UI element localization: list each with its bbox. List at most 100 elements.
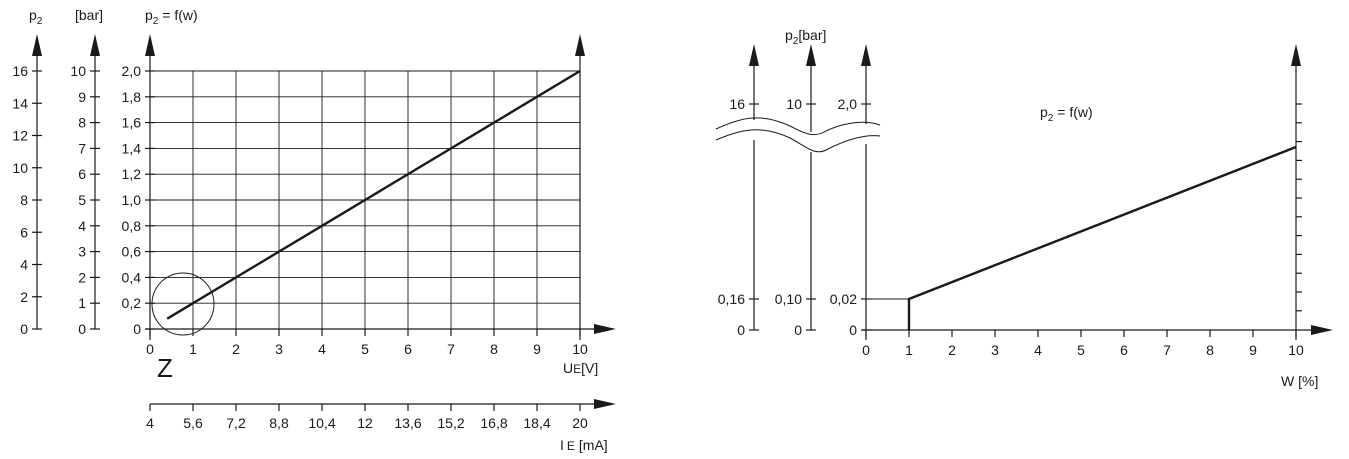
x-tick-label: 0 (146, 341, 154, 357)
x-tick-label: 8 (490, 341, 498, 357)
y-axis-main-arrow (145, 34, 155, 56)
zoom-circle-z (151, 272, 215, 336)
y-tick-label: 2 (78, 269, 86, 285)
axis-break-lower (715, 129, 881, 153)
y-top-tick-label: 2,0 (838, 96, 858, 112)
x-tick-label: 7 (1163, 342, 1171, 358)
x-axis-voltage-arrow (594, 324, 616, 334)
axis-break-upper (715, 117, 881, 136)
x-tick-label: 1 (905, 342, 913, 358)
y-tick-label: 0 (20, 321, 28, 337)
x2-tick-label: 5,6 (183, 415, 203, 431)
right-x-axis-label: W [%] (1281, 373, 1318, 389)
y-tick-label: 5 (78, 192, 86, 208)
y-low-tick-label: 0 (849, 322, 857, 338)
y-tick-label: 8 (78, 115, 86, 131)
right-edge-axis-arrow-2 (1291, 44, 1301, 66)
x-tick-label: 4 (318, 341, 326, 357)
x2-tick-label: 13,6 (394, 415, 421, 431)
right-chart-title: p2 = f(w) (1040, 104, 1093, 124)
x-tick-label: 9 (1249, 342, 1257, 358)
y-axis-p2-arrow (32, 34, 42, 56)
x-tick-label: 10 (572, 341, 588, 357)
y-axis-p2-ticks: 0 2 4 6 8 10 12 14 16 (12, 63, 42, 337)
series-line-left (166, 69, 581, 320)
y-low-tick-label: 0,16 (718, 291, 745, 307)
x-tick-label: 5 (361, 341, 369, 357)
right-y-axis-10-arrow (806, 44, 816, 66)
x2-tick-label: 10,4 (308, 415, 335, 431)
y-axis-bar-arrow (90, 34, 100, 56)
y-tick-label: 0,8 (122, 218, 142, 234)
x-axis-current-arrow (594, 399, 616, 409)
right-y-top-ticks: 16 10 2,0 (729, 96, 871, 112)
x-tick-label: 2 (232, 341, 240, 357)
y-tick-label: 1,6 (122, 115, 142, 131)
y-tick-label: 1,2 (122, 166, 142, 182)
y-tick-label: 1 (78, 295, 86, 311)
x-tick-label: 8 (1206, 342, 1214, 358)
x-tick-label: 0 (862, 342, 870, 358)
right-edge-ticks (1296, 103, 1302, 312)
x-axis-voltage-ticks: 0 1 2 3 4 5 6 7 8 9 10 (146, 329, 588, 357)
x-tick-label: 10 (1288, 342, 1304, 358)
y-axis-bar-ticks: 0 1 2 3 4 5 6 7 8 9 10 (70, 63, 100, 337)
y-tick-label: 14 (12, 95, 28, 111)
x2-tick-label: 7,2 (226, 415, 246, 431)
y-low-tick-label: 0 (794, 322, 802, 338)
y-tick-label: 0 (78, 321, 86, 337)
y-tick-label: 3 (78, 244, 86, 260)
x2-tick-label: 8,8 (269, 415, 289, 431)
x-tick-label: 4 (1034, 342, 1042, 358)
y-tick-label: 9 (78, 89, 86, 105)
y-low-tick-label: 0,02 (830, 291, 857, 307)
x-tick-label: 2 (948, 342, 956, 358)
x-tick-label: 5 (1077, 342, 1085, 358)
y-tick-label: 6 (20, 224, 28, 240)
y-tick-label: 6 (78, 166, 86, 182)
y-axis-main-ticks: 0 0,2 0,4 0,6 0,8 1,0 1,2 1,4 1,6 1,8 2,0 (122, 63, 155, 337)
y-tick-label: 0,6 (122, 244, 142, 260)
x-tick-label: 9 (533, 341, 541, 357)
x2-tick-label: 15,2 (437, 415, 464, 431)
y-top-tick-label: 10 (786, 96, 802, 112)
left-chart-grid (150, 70, 581, 329)
right-edge-axis-arrow (575, 34, 585, 56)
left-p2-axis-label: p2 (29, 7, 43, 27)
x-tick-label: 1 (189, 341, 197, 357)
y-tick-label: 8 (20, 192, 28, 208)
series-line-right (907, 145, 1297, 330)
y-tick-label: 1,8 (122, 89, 142, 105)
x-tick-label: 7 (447, 341, 455, 357)
x2-tick-label: 18,4 (523, 415, 550, 431)
right-y-axis-16-arrow (749, 44, 759, 66)
right-y-axis-main-arrow (861, 44, 871, 66)
x2-tick-label: 16,8 (480, 415, 507, 431)
y-tick-label: 2 (20, 289, 28, 305)
y-tick-label: 2,0 (122, 63, 142, 79)
x2-tick-label: 12 (357, 415, 373, 431)
y-tick-label: 0,2 (122, 295, 142, 311)
x-tick-label: 3 (991, 342, 999, 358)
y-tick-label: 7 (78, 140, 86, 156)
y-tick-label: 0 (133, 321, 141, 337)
x-axis-current-label: I E [mA] (560, 437, 608, 453)
y-tick-label: 10 (70, 63, 86, 79)
y-low-tick-label: 0 (737, 322, 745, 338)
y-tick-label: 1,4 (122, 140, 142, 156)
y-tick-label: 4 (78, 218, 86, 234)
y-tick-label: 10 (12, 160, 28, 176)
y-tick-label: 0,4 (122, 269, 142, 285)
x-tick-label: 6 (404, 341, 412, 357)
x-tick-label: 6 (1120, 342, 1128, 358)
right-x-axis-ticks: 0 1 2 3 4 5 6 7 8 9 10 (862, 330, 1304, 358)
right-x-axis-arrow (1311, 325, 1333, 335)
left-chart-title: p2 = f(w) (145, 7, 198, 27)
right-y-low-ticks: 0 0,16 0 0,10 0 0,02 (718, 291, 871, 338)
x2-tick-label: 20 (572, 415, 588, 431)
x-tick-label: 3 (275, 341, 283, 357)
y-tick-label: 16 (12, 63, 28, 79)
annotation-z: Z (157, 353, 173, 383)
